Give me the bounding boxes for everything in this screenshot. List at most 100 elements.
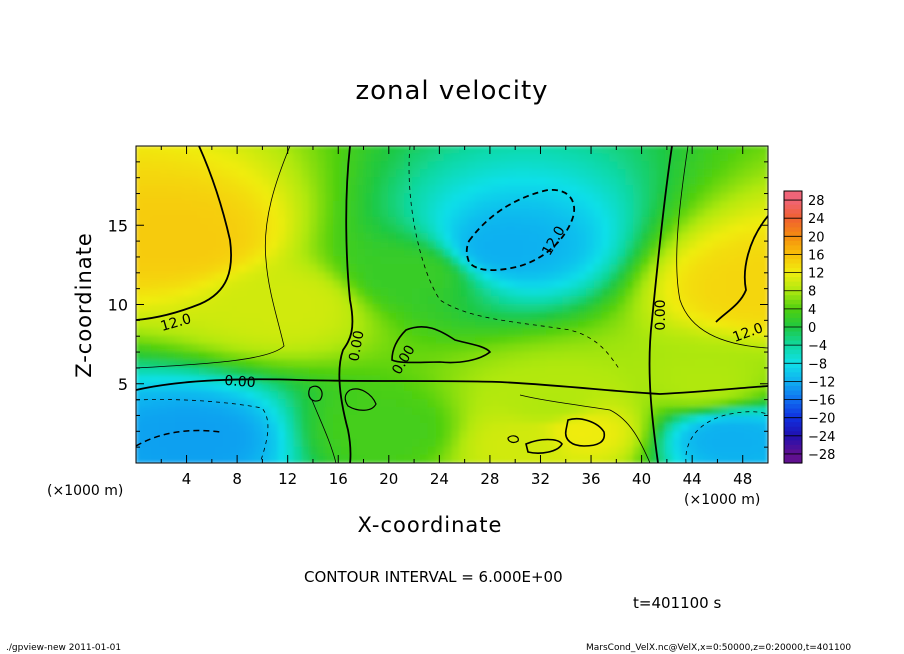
contour-loop-a [308,385,323,402]
y-axis-label: Z-coordinate [72,232,96,378]
colorbar-swatch [784,413,802,419]
colorbar-label: 28 [808,194,825,209]
contour-loop-b [344,388,377,411]
colorbar-swatch [784,422,802,428]
colorbar-label: 8 [808,285,816,300]
contour-neg6-bottom-left [136,399,269,463]
colorbar-label: 24 [808,212,825,227]
colorbar-swatch [784,440,802,446]
colorbar-swatch [784,281,802,287]
x-tick-label: 24 [430,470,449,488]
colorbar-swatch [784,209,802,215]
colorbar-swatch [784,317,802,324]
x-tick-label: 8 [232,470,242,488]
contour-label-zero-horizontal: 0.00 [224,373,256,391]
y-axis: 5 10 15 [108,161,768,448]
colorbar-swatch [784,322,802,328]
x-unit-label-left: (×1000 m) [47,483,124,499]
y-tick-label: 5 [118,375,128,394]
contour-zero-left-vertical [338,146,354,463]
colorbar: 28 24 20 16 12 8 4 0 −4 −8 −12 −16 −20 −24 −28 [783,190,835,464]
x-unit-label-right: (×1000 m) [684,492,761,508]
x-tick-label: 4 [182,470,192,488]
x-tick-label: 36 [581,470,600,488]
colorbar-swatch [784,277,802,283]
chart-title: zonal velocity [355,76,549,106]
colorbar-swatch [784,308,802,314]
y-tick-label: 15 [108,216,128,235]
colorbar-swatch [784,358,802,364]
colorbar-label: 4 [808,303,816,318]
colorbar-swatch [784,268,802,274]
colorbar-swatch [784,408,802,414]
colorbar-swatch [784,435,802,441]
contour-zero-loop [391,325,492,364]
colorbar-swatch [784,272,802,278]
colorbar-label: 16 [808,248,825,263]
colorbar-swatch [784,327,802,333]
colorbar-label: −20 [808,412,835,427]
colorbar-swatch [784,263,802,269]
footer-right: MarsCond_VelX.nc@VelX,x=0:50000,z=0:2000… [586,643,852,653]
contour-neg12-bottom-left [136,429,221,447]
colorbar-swatch [784,313,802,319]
contour-neg12-loop [465,189,576,271]
contour-12-bottom-loop [564,417,606,447]
colorbar-swatch [784,390,802,396]
colorbar-swatch [784,290,802,296]
contour-6-bottom-mid [311,399,337,463]
colorbar-swatch [784,213,802,219]
colorbar-swatch [784,385,802,392]
colorbar-swatch [784,444,802,450]
contour-interval-note: CONTOUR INTERVAL = 6.000E+00 [304,568,563,586]
contour-6-right [676,146,768,349]
colorbar-swatch [784,286,802,292]
contour-label-zero-left: 0.00 [346,329,367,362]
colorbar-swatch [784,381,802,387]
colorbar-swatch [784,259,802,265]
x-axis-label: X-coordinate [357,513,503,537]
colorbar-swatch [784,227,802,233]
colorbar-swatch [784,222,802,228]
colorbar-swatch [784,240,802,246]
colorbar-swatch [784,218,802,224]
y-tick-label: 10 [108,296,128,315]
colorbar-label: 0 [808,321,816,336]
colorbar-swatch [784,191,802,197]
x-tick-label: 20 [379,470,398,488]
x-tick-label: 12 [278,470,297,488]
colorbar-swatch [784,431,802,437]
colorbar-swatch [784,426,802,432]
colorbar-swatch [784,340,802,346]
colorbar-swatch [784,254,802,260]
contour-6-left [136,146,291,369]
colorbar-swatch [784,236,802,242]
x-tick-label: 48 [733,470,752,488]
colorbar-swatch [784,404,802,410]
contour-neg6-center [408,146,621,371]
contour-zero-right-vertical [648,146,673,463]
colorbar-label: −16 [808,394,835,409]
x-tick-label: 40 [632,470,651,488]
colorbar-swatch [784,453,802,460]
colorbar-swatch [784,363,802,369]
colorbar-label: 12 [808,267,825,282]
footer-left: ./gpview-new 2011-01-01 [6,643,122,653]
colorbar-swatch [784,399,802,405]
colorbar-swatch [784,449,802,455]
heatmap-field [136,146,768,463]
time-stamp: t=401100 s [633,594,722,612]
x-tick-label: 28 [480,470,499,488]
contour-6-bottom-right [519,394,651,463]
colorbar-label: −8 [808,357,827,372]
contour-12-left [136,146,233,321]
colorbar-label: −4 [808,339,827,354]
x-tick-label: 44 [683,470,702,488]
colorbar-swatch [784,331,802,337]
colorbar-swatch [784,458,802,464]
contour-neg6-bottom-right [685,411,768,463]
colorbar-swatch [784,376,802,382]
colorbar-swatch [784,336,802,342]
colorbar-swatch [784,295,802,301]
